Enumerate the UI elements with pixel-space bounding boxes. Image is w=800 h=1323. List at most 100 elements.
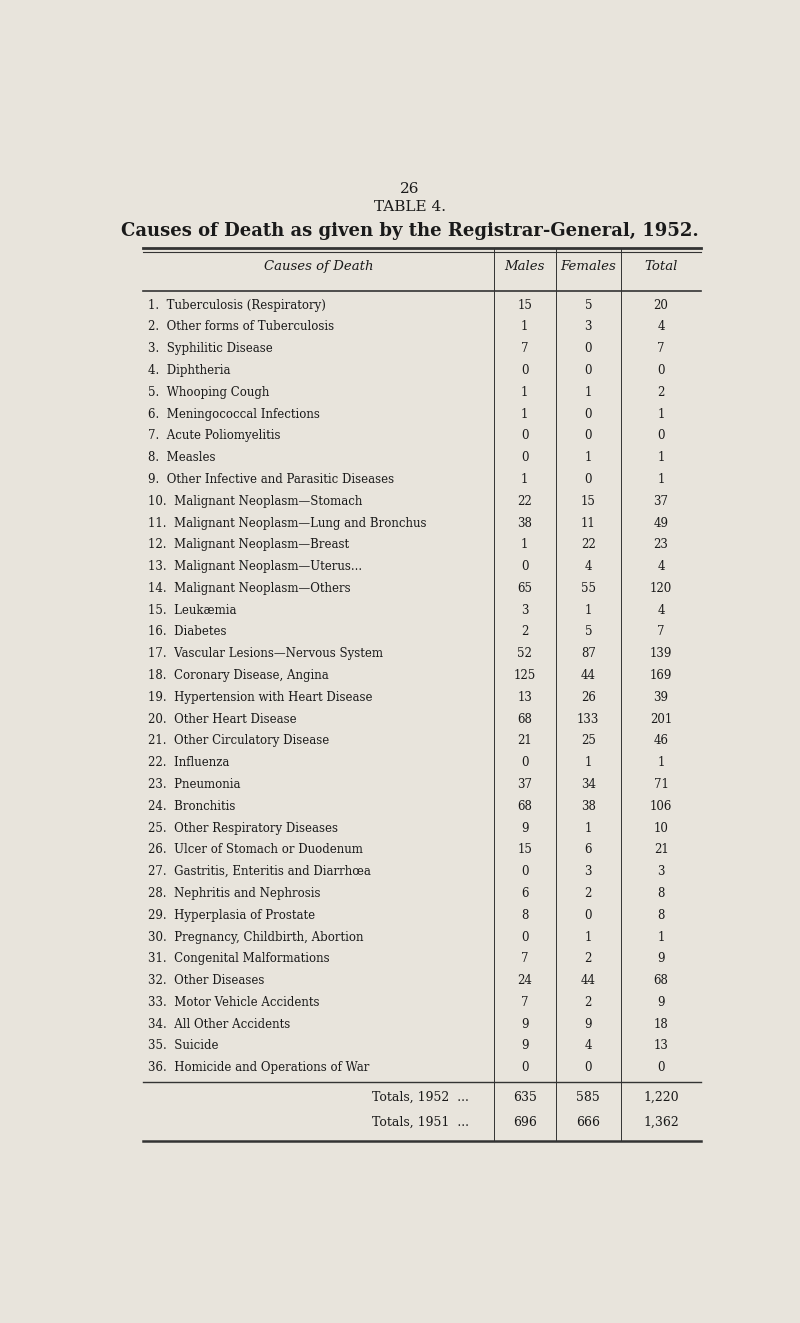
Text: 9: 9 xyxy=(521,822,529,835)
Text: 1: 1 xyxy=(585,451,592,464)
Text: 1: 1 xyxy=(658,930,665,943)
Text: 8: 8 xyxy=(658,886,665,900)
Text: 4: 4 xyxy=(658,560,665,573)
Text: 0: 0 xyxy=(658,1061,665,1074)
Text: 1: 1 xyxy=(521,407,528,421)
Text: 0: 0 xyxy=(521,757,529,769)
Text: 7: 7 xyxy=(658,626,665,639)
Text: 1: 1 xyxy=(521,472,528,486)
Text: 0: 0 xyxy=(585,430,592,442)
Text: 68: 68 xyxy=(518,713,532,725)
Text: 22.  Influenza: 22. Influenza xyxy=(148,757,230,769)
Text: 26: 26 xyxy=(581,691,596,704)
Text: 32.  Other Diseases: 32. Other Diseases xyxy=(148,974,265,987)
Text: 33.  Motor Vehicle Accidents: 33. Motor Vehicle Accidents xyxy=(148,996,320,1009)
Text: 37: 37 xyxy=(518,778,532,791)
Text: 2: 2 xyxy=(585,886,592,900)
Text: 34.  All Other Accidents: 34. All Other Accidents xyxy=(148,1017,290,1031)
Text: 21.  Other Circulatory Disease: 21. Other Circulatory Disease xyxy=(148,734,330,747)
Text: 29.  Hyperplasia of Prostate: 29. Hyperplasia of Prostate xyxy=(148,909,315,922)
Text: 11: 11 xyxy=(581,516,596,529)
Text: 34: 34 xyxy=(581,778,596,791)
Text: 0: 0 xyxy=(521,430,529,442)
Text: 6: 6 xyxy=(585,843,592,856)
Text: 0: 0 xyxy=(585,1061,592,1074)
Text: 22: 22 xyxy=(581,538,596,552)
Text: 15.  Leukæmia: 15. Leukæmia xyxy=(148,603,237,617)
Text: 21: 21 xyxy=(654,843,669,856)
Text: 68: 68 xyxy=(654,974,669,987)
Text: 5: 5 xyxy=(585,299,592,312)
Text: 1: 1 xyxy=(658,757,665,769)
Text: 13.  Malignant Neoplasm—Uterus...: 13. Malignant Neoplasm—Uterus... xyxy=(148,560,362,573)
Text: TABLE 4.: TABLE 4. xyxy=(374,200,446,213)
Text: 13: 13 xyxy=(654,1040,669,1053)
Text: 65: 65 xyxy=(518,582,532,595)
Text: 26: 26 xyxy=(400,183,420,196)
Text: 139: 139 xyxy=(650,647,672,660)
Text: 169: 169 xyxy=(650,669,672,683)
Text: 68: 68 xyxy=(518,800,532,812)
Text: 133: 133 xyxy=(577,713,599,725)
Text: Total: Total xyxy=(645,261,678,274)
Text: 3.  Syphilitic Disease: 3. Syphilitic Disease xyxy=(148,343,273,355)
Text: 11.  Malignant Neoplasm—Lung and Bronchus: 11. Malignant Neoplasm—Lung and Bronchus xyxy=(148,516,427,529)
Text: 16.  Diabetes: 16. Diabetes xyxy=(148,626,227,639)
Text: 1: 1 xyxy=(521,538,528,552)
Text: 10.  Malignant Neoplasm—Stomach: 10. Malignant Neoplasm—Stomach xyxy=(148,495,362,508)
Text: 24.  Bronchitis: 24. Bronchitis xyxy=(148,800,236,812)
Text: 49: 49 xyxy=(654,516,669,529)
Text: 14.  Malignant Neoplasm—Others: 14. Malignant Neoplasm—Others xyxy=(148,582,351,595)
Text: 28.  Nephritis and Nephrosis: 28. Nephritis and Nephrosis xyxy=(148,886,321,900)
Text: 37: 37 xyxy=(654,495,669,508)
Text: 27.  Gastritis, Enteritis and Diarrhœa: 27. Gastritis, Enteritis and Diarrhœa xyxy=(148,865,371,878)
Text: 3: 3 xyxy=(585,865,592,878)
Text: 26.  Ulcer of Stomach or Duodenum: 26. Ulcer of Stomach or Duodenum xyxy=(148,843,363,856)
Text: 0: 0 xyxy=(658,364,665,377)
Text: Females: Females xyxy=(560,261,616,274)
Text: 0: 0 xyxy=(521,865,529,878)
Text: 2: 2 xyxy=(585,996,592,1009)
Text: 2: 2 xyxy=(585,953,592,966)
Text: 38: 38 xyxy=(518,516,532,529)
Text: 120: 120 xyxy=(650,582,672,595)
Text: 125: 125 xyxy=(514,669,536,683)
Text: 18: 18 xyxy=(654,1017,669,1031)
Text: 22: 22 xyxy=(518,495,532,508)
Text: 15: 15 xyxy=(518,299,532,312)
Text: 1: 1 xyxy=(658,451,665,464)
Text: 106: 106 xyxy=(650,800,672,812)
Text: 21: 21 xyxy=(518,734,532,747)
Text: 0: 0 xyxy=(521,930,529,943)
Text: 696: 696 xyxy=(513,1115,537,1129)
Text: Totals, 1952  ...: Totals, 1952 ... xyxy=(372,1090,469,1103)
Text: 71: 71 xyxy=(654,778,669,791)
Text: 0: 0 xyxy=(585,472,592,486)
Text: 9.  Other Infective and Parasitic Diseases: 9. Other Infective and Parasitic Disease… xyxy=(148,472,394,486)
Text: 7: 7 xyxy=(658,343,665,355)
Text: 4.  Diphtheria: 4. Diphtheria xyxy=(148,364,231,377)
Text: Totals, 1951  ...: Totals, 1951 ... xyxy=(372,1115,469,1129)
Text: 0: 0 xyxy=(658,430,665,442)
Text: 87: 87 xyxy=(581,647,596,660)
Text: Causes of Death as given by the Registrar-General, 1952.: Causes of Death as given by the Registra… xyxy=(121,222,699,239)
Text: 1: 1 xyxy=(585,930,592,943)
Text: 8: 8 xyxy=(658,909,665,922)
Text: 18.  Coronary Disease, Angina: 18. Coronary Disease, Angina xyxy=(148,669,329,683)
Text: Causes of Death: Causes of Death xyxy=(264,261,374,274)
Text: 25.  Other Respiratory Diseases: 25. Other Respiratory Diseases xyxy=(148,822,338,835)
Text: 2.  Other forms of Tuberculosis: 2. Other forms of Tuberculosis xyxy=(148,320,334,333)
Text: 0: 0 xyxy=(521,451,529,464)
Text: 55: 55 xyxy=(581,582,596,595)
Text: 1: 1 xyxy=(585,603,592,617)
Text: 1,362: 1,362 xyxy=(643,1115,679,1129)
Text: 30.  Pregnancy, Childbirth, Abortion: 30. Pregnancy, Childbirth, Abortion xyxy=(148,930,364,943)
Text: 19.  Hypertension with Heart Disease: 19. Hypertension with Heart Disease xyxy=(148,691,373,704)
Text: 1: 1 xyxy=(521,320,528,333)
Text: 12.  Malignant Neoplasm—Breast: 12. Malignant Neoplasm—Breast xyxy=(148,538,350,552)
Text: 7: 7 xyxy=(521,953,529,966)
Text: 9: 9 xyxy=(585,1017,592,1031)
Text: 9: 9 xyxy=(521,1017,529,1031)
Text: 36.  Homicide and Operations of War: 36. Homicide and Operations of War xyxy=(148,1061,370,1074)
Text: 31.  Congenital Malformations: 31. Congenital Malformations xyxy=(148,953,330,966)
